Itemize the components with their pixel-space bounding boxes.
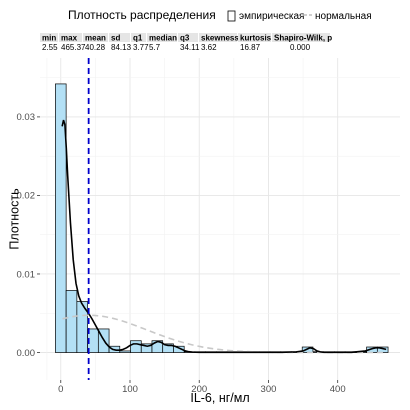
stats-value-8: 16.87 <box>240 43 261 52</box>
stats-header-5: median <box>149 34 177 43</box>
y-axis-title: Плотность <box>7 188 21 249</box>
legend-title: Плотность распределения <box>68 8 216 22</box>
stats-value-4: 3.77 <box>133 43 149 52</box>
stats-header-cell <box>178 33 198 42</box>
histogram-bar <box>76 301 88 353</box>
stats-value-1: 465.37 <box>61 43 86 52</box>
stats-value-5: 5.7 <box>149 43 161 52</box>
stats-header-0: min <box>42 34 56 43</box>
stats-value-0: 2.55 <box>42 43 58 52</box>
x-tick-label: 200 <box>191 384 207 395</box>
histogram-bar <box>65 290 78 353</box>
stats-header-1: max <box>61 34 78 43</box>
histogram-bar <box>119 350 131 353</box>
stats-header-6: q3 <box>180 34 190 43</box>
histogram-bar <box>130 340 142 353</box>
x-tick-label: 100 <box>122 384 138 395</box>
stats-header-cell <box>131 33 146 42</box>
legend-key-empirical <box>227 10 236 22</box>
stats-header-9: Shapiro-Wilk, p <box>274 34 332 43</box>
stats-header-cell <box>272 33 330 42</box>
stats-header-4: q1 <box>133 34 143 43</box>
histogram-bar <box>55 83 67 353</box>
x-tick-label: 300 <box>261 384 277 395</box>
stats-header-cell <box>109 33 130 42</box>
legend-label-normal: нормальная <box>315 11 372 22</box>
empirical-density-curve <box>61 119 387 354</box>
stats-header-2: mean <box>85 34 106 43</box>
stats-header-8: kurtosis <box>240 34 272 43</box>
stats-header-cell <box>59 33 82 42</box>
y-tick-label: 0.03 <box>17 112 36 123</box>
y-tick-label: 0.01 <box>17 269 36 280</box>
stats-header-7: skewness <box>201 34 239 43</box>
y-axis-ticks: 0.00 0.01 0.02 0.03 <box>17 112 40 359</box>
stats-value-9: 0.000 <box>290 43 311 52</box>
histogram-bar <box>173 345 185 353</box>
stats-value-3: 84.13 <box>111 43 132 52</box>
stats-value-2: 40.28 <box>85 43 106 52</box>
stats-header-cell <box>199 33 237 42</box>
stats-header-cell <box>40 33 58 42</box>
legend: Плотность распределения эмпирическая нор… <box>68 8 372 22</box>
y-tick-label: 0.02 <box>17 191 36 202</box>
stats-value-6: 34.11 <box>180 43 200 52</box>
stats-header-cell <box>83 33 108 42</box>
stats-header-cell <box>147 33 177 42</box>
x-axis-ticks: 0 100 200 300 400 <box>58 380 346 395</box>
stats-header-3: sd <box>111 34 120 43</box>
y-tick-label: 0.00 <box>17 348 36 359</box>
stats-value-7: 3.62 <box>201 43 217 52</box>
x-axis-title: IL-6, нг/мл <box>190 391 249 405</box>
x-tick-label: 400 <box>330 384 346 395</box>
x-tick-label: 0 <box>58 384 63 395</box>
legend-label-empirical: эмпирическая <box>239 11 304 22</box>
stats-header-cell <box>238 33 271 42</box>
plot-panel <box>40 58 400 380</box>
